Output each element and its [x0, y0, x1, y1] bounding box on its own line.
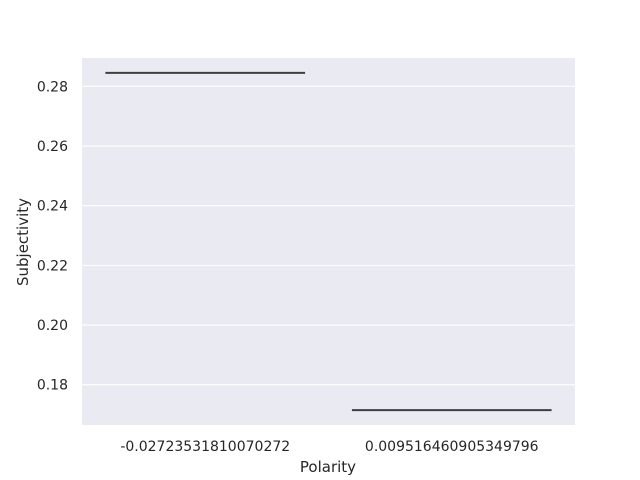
y-tick-label: 0.28 — [37, 79, 68, 95]
y-axis-label: Subjectivity — [14, 198, 32, 286]
x-axis-label: Polarity — [300, 458, 356, 476]
y-tick-label: 0.18 — [37, 378, 68, 394]
x-tick-labels: -0.02723531810070272 0.009516460905349796 — [120, 439, 538, 455]
box-marks — [105, 71, 552, 412]
y-tick-label: 0.24 — [37, 199, 68, 215]
y-tick-label: 0.26 — [37, 139, 68, 155]
y-tick-label: 0.20 — [37, 318, 68, 334]
grid-lines — [82, 85, 575, 386]
x-tick-label: -0.02723531810070272 — [120, 439, 290, 455]
x-tick-label: 0.009516460905349796 — [365, 439, 539, 455]
plot-background — [82, 58, 575, 425]
y-tick-labels: 0.18 0.20 0.22 0.24 0.26 0.28 — [37, 79, 68, 393]
y-tick-label: 0.22 — [37, 258, 68, 274]
